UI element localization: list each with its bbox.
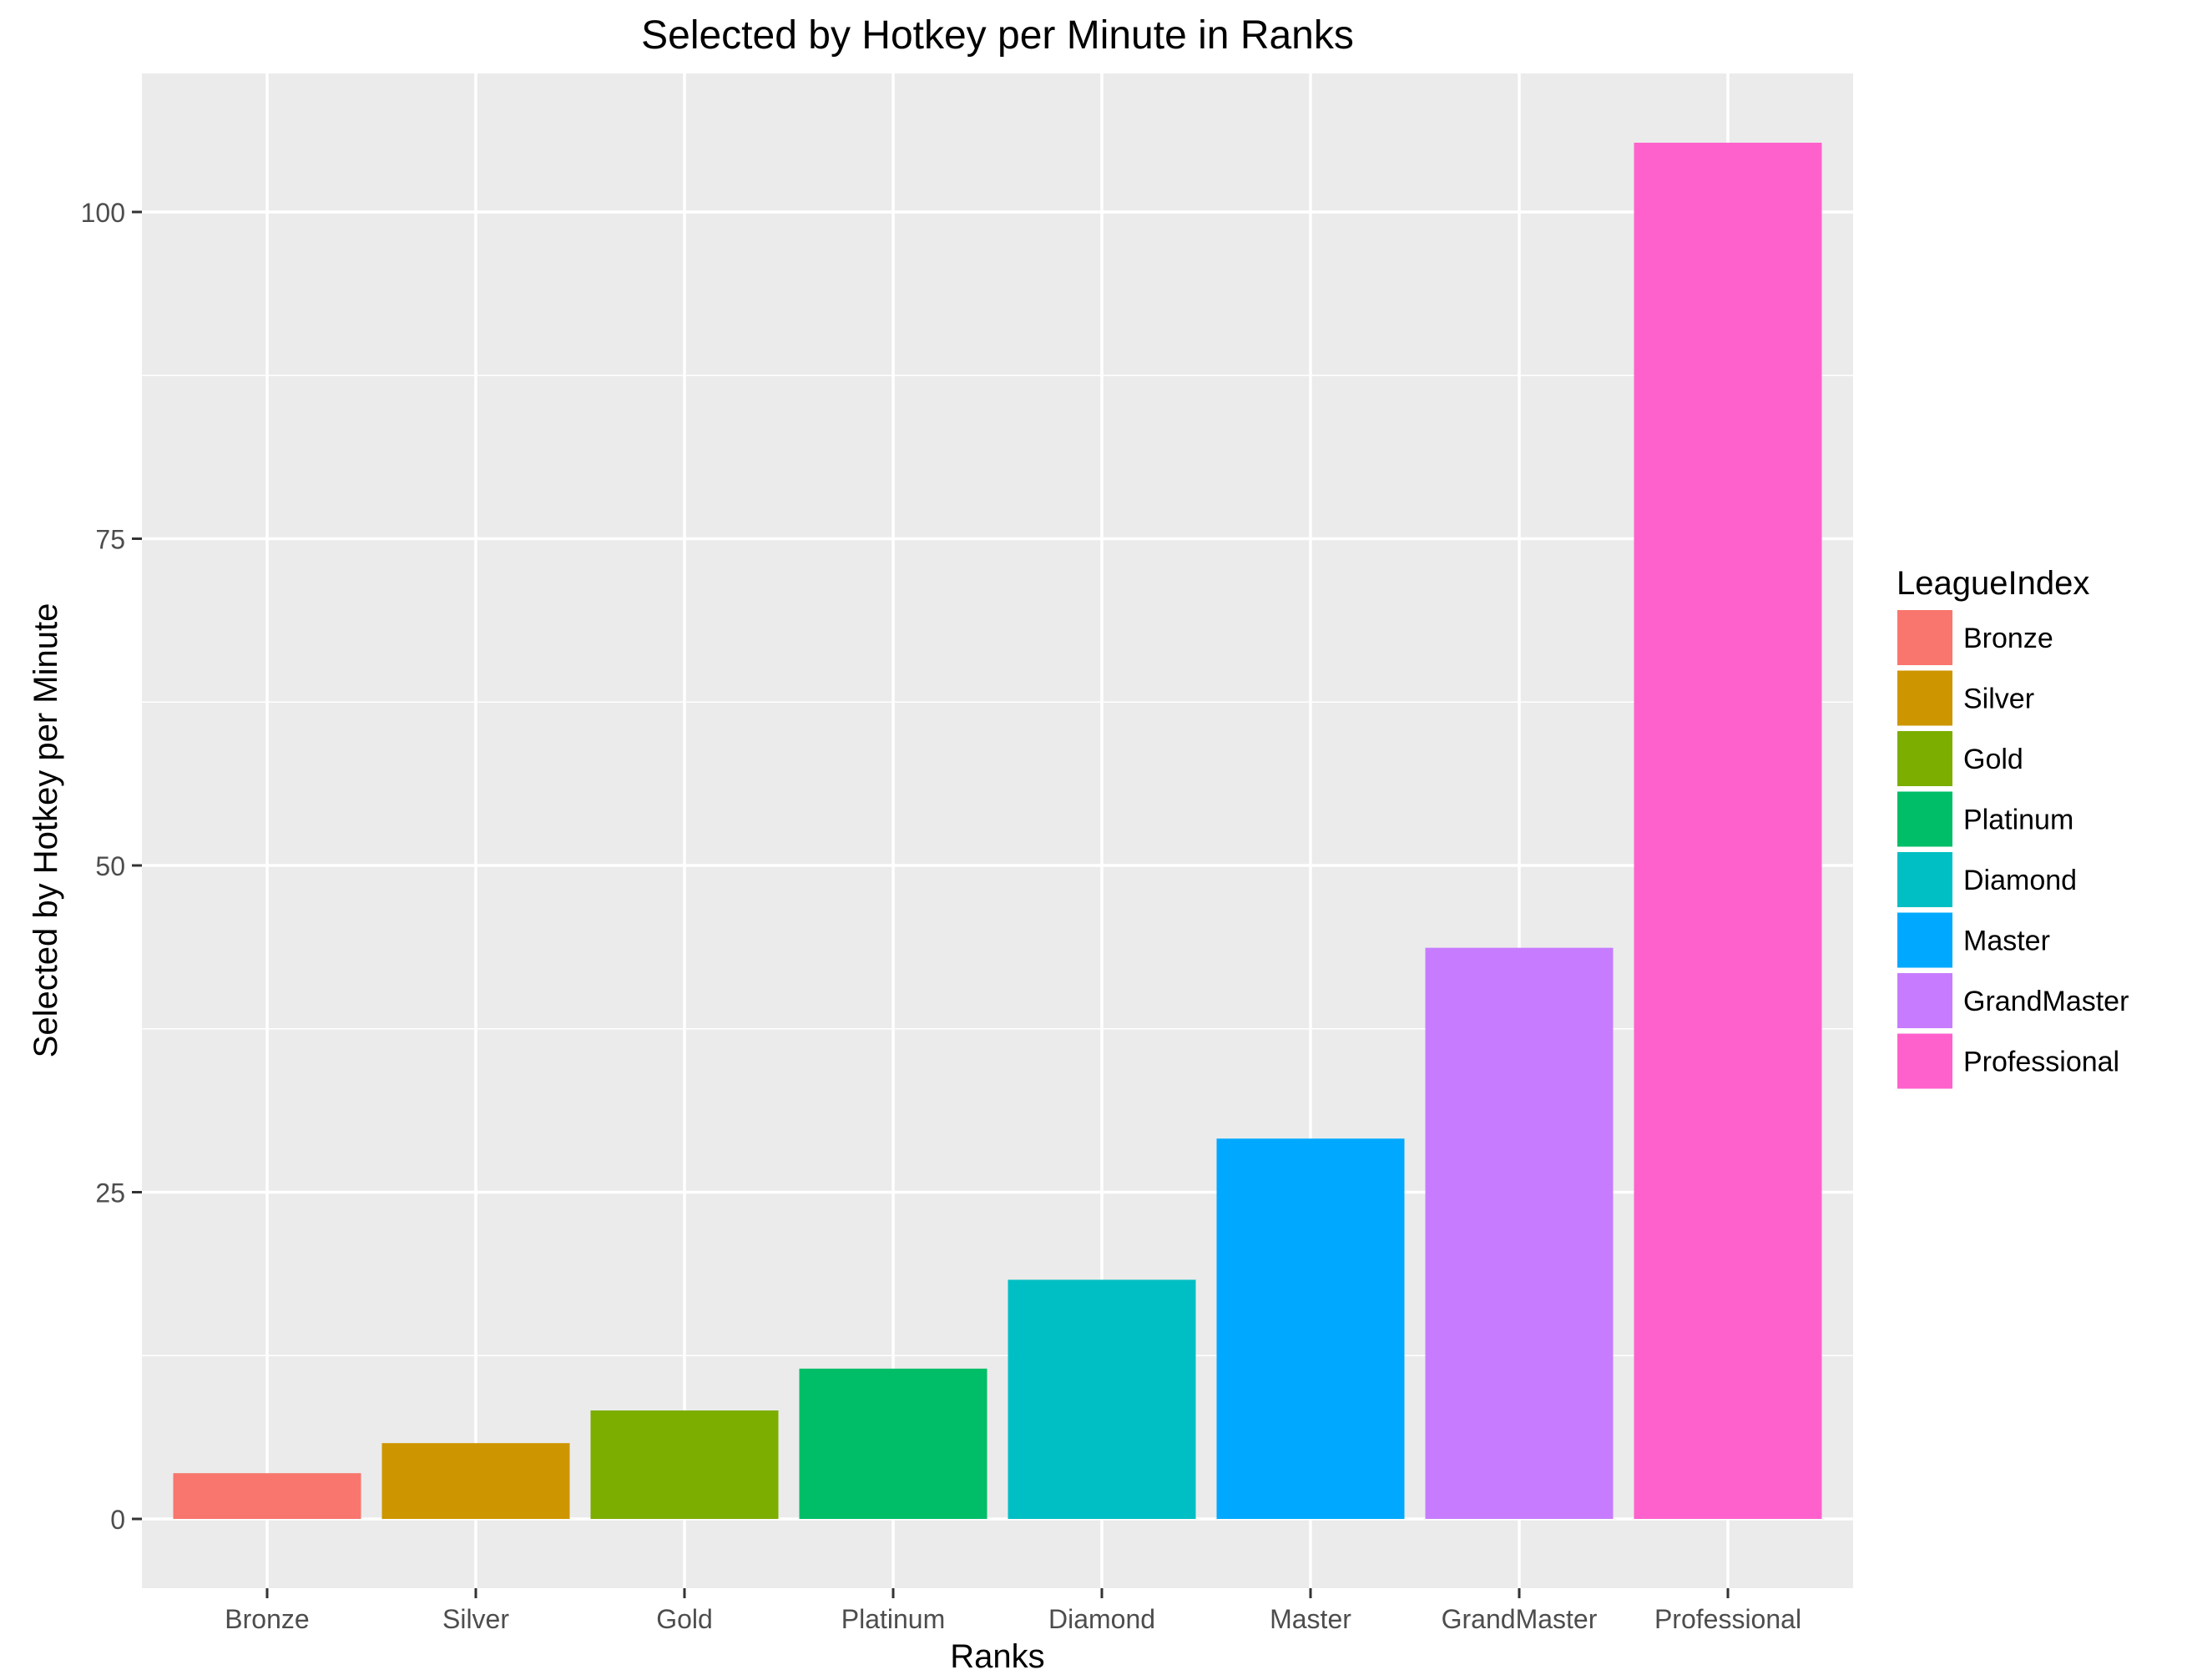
bar-silver: [381, 1443, 570, 1520]
legend-title: LeagueIndex: [1897, 565, 2089, 602]
legend-key-master: [1896, 911, 1954, 970]
bar-diamond: [1008, 1279, 1196, 1520]
legend: LeagueIndex Bronze Silver Gold Platinum Diam…: [1896, 565, 2129, 1091]
legend-key-gold: [1896, 729, 1954, 788]
legend-key-silver: [1896, 668, 1954, 728]
y-tick-label: 25: [95, 1178, 125, 1208]
y-tick-label: 100: [81, 198, 125, 228]
bar-professional: [1634, 142, 1822, 1520]
x-tick-label: GrandMaster: [1442, 1604, 1598, 1634]
legend-label-professional: Professional: [1963, 1047, 2119, 1078]
legend-key-platinum: [1896, 790, 1954, 849]
bar-bronze: [173, 1473, 361, 1520]
legend-key-professional: [1896, 1032, 1954, 1091]
bar-gold: [590, 1410, 779, 1520]
x-tick-label: Diamond: [1048, 1604, 1155, 1634]
y-tick-label: 0: [110, 1505, 125, 1535]
y-tick-label: 75: [95, 524, 125, 554]
legend-key-bronze: [1896, 608, 1954, 667]
x-axis-label: Ranks: [950, 1638, 1044, 1675]
x-tick-label: Master: [1270, 1604, 1351, 1634]
legend-label-grandmaster: GrandMaster: [1963, 986, 2129, 1017]
bar-platinum: [799, 1368, 987, 1520]
legend-label-master: Master: [1963, 926, 2050, 957]
legend-key-diamond: [1896, 850, 1954, 909]
x-tick-label: Gold: [656, 1604, 713, 1634]
legend-label-silver: Silver: [1963, 684, 2034, 715]
legend-label-bronze: Bronze: [1963, 623, 2053, 654]
bar-grandmaster: [1425, 947, 1614, 1520]
y-axis-label: Selected by Hotkey per Minute: [28, 603, 64, 1058]
x-tick-label: Professional: [1654, 1604, 1801, 1634]
legend-label-platinum: Platinum: [1963, 805, 2073, 836]
x-tick-label: Silver: [442, 1604, 509, 1634]
x-tick-label: Bronze: [225, 1604, 309, 1634]
legend-key-grandmaster: [1896, 971, 1954, 1030]
legend-label-diamond: Diamond: [1963, 865, 2077, 896]
x-tick-label: Platinum: [841, 1604, 946, 1634]
legend-label-gold: Gold: [1963, 744, 2023, 775]
bar-master: [1216, 1138, 1405, 1520]
chart-title: Selected by Hotkey per Minute in Ranks: [641, 13, 1354, 58]
y-tick-label: 50: [95, 851, 125, 881]
